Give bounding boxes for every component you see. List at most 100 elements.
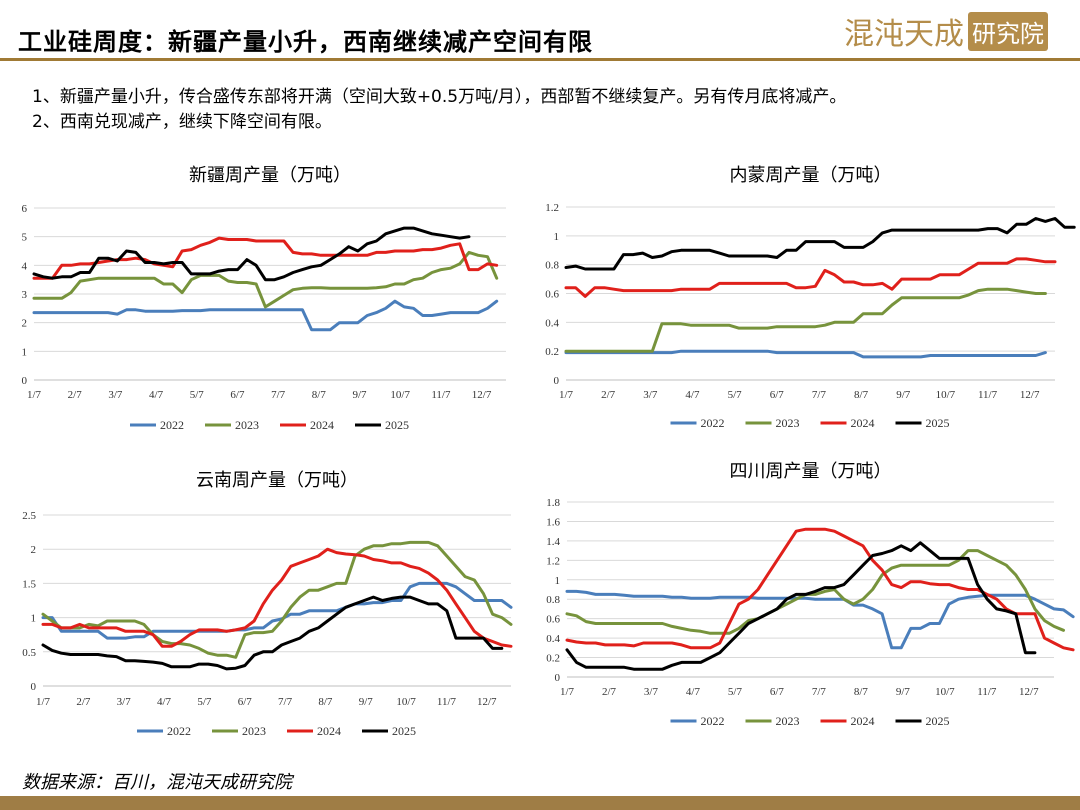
x-tick-label: 3/7 bbox=[108, 389, 123, 401]
legend-label-2025: 2025 bbox=[392, 724, 416, 738]
x-tick-label: 1/7 bbox=[559, 389, 574, 401]
x-tick-label: 8/7 bbox=[854, 389, 869, 401]
legend-label-2023: 2023 bbox=[776, 714, 800, 728]
x-tick-label: 7/7 bbox=[812, 389, 827, 401]
series-line-2022 bbox=[41, 581, 513, 640]
legend-label-2024: 2024 bbox=[851, 714, 875, 728]
y-tick-label: 1 bbox=[31, 613, 37, 625]
y-tick-label: 0 bbox=[555, 672, 561, 684]
y-tick-label: 0.6 bbox=[546, 614, 560, 626]
x-tick-label: 4/7 bbox=[149, 389, 164, 401]
x-tick-label: 3/7 bbox=[117, 696, 132, 708]
legend-label-2022: 2022 bbox=[167, 724, 191, 738]
y-tick-label: 0 bbox=[31, 681, 37, 693]
chart-title: 四川周产量（万吨） bbox=[730, 461, 892, 482]
x-tick-label: 12/7 bbox=[1020, 389, 1040, 401]
page-title: 工业硅周度：新疆产量小升，西南继续减产空间有限 bbox=[18, 28, 593, 56]
legend-label-2025: 2025 bbox=[926, 714, 950, 728]
legend-label-2022: 2022 bbox=[701, 416, 725, 430]
series-line-2025 bbox=[565, 541, 1037, 671]
x-tick-label: 10/7 bbox=[390, 389, 410, 401]
series-line-2022 bbox=[32, 299, 499, 332]
y-tick-label: 1 bbox=[555, 575, 561, 587]
footer-bar bbox=[0, 796, 1080, 810]
y-tick-label: 2 bbox=[31, 544, 37, 556]
y-tick-label: 4 bbox=[22, 260, 28, 272]
x-tick-label: 11/7 bbox=[978, 389, 998, 401]
y-tick-label: 1.2 bbox=[546, 555, 560, 567]
x-tick-label: 8/7 bbox=[312, 389, 327, 401]
y-tick-label: 1.8 bbox=[546, 497, 560, 509]
chart-title: 新疆周产量（万吨） bbox=[189, 165, 351, 186]
x-tick-label: 9/7 bbox=[352, 389, 367, 401]
note-line-2: 2、西南兑现减产，继续下降空间有限。 bbox=[32, 112, 332, 132]
x-tick-label: 2/7 bbox=[601, 389, 616, 401]
chart-neimeng: 内蒙周产量（万吨） 0 0.2 0.4 0.6 0.8 1 1.2 1/7 2/7 3/7 4/7 5/… bbox=[545, 165, 1076, 430]
x-tick-label: 2/7 bbox=[68, 389, 83, 401]
y-tick-label: 1.4 bbox=[546, 536, 560, 548]
x-tick-label: 11/7 bbox=[977, 686, 997, 698]
y-tick-label: 0.6 bbox=[545, 289, 559, 301]
series-line-2024 bbox=[41, 547, 513, 648]
legend-label-2025: 2025 bbox=[385, 418, 409, 432]
y-tick-label: 1 bbox=[554, 231, 560, 243]
x-tick-label: 8/7 bbox=[318, 696, 333, 708]
source-note: 数据来源：百川，混沌天成研究院 bbox=[22, 772, 292, 793]
x-tick-label: 7/7 bbox=[812, 686, 827, 698]
y-tick-label: 2 bbox=[22, 318, 28, 330]
legend-label-2023: 2023 bbox=[242, 724, 266, 738]
legend-label-2023: 2023 bbox=[235, 418, 259, 432]
y-tick-label: 2.5 bbox=[22, 510, 36, 522]
y-tick-label: 0.2 bbox=[545, 346, 559, 358]
chart-xinjiang: 新疆周产量（万吨） 0 1 2 3 4 5 6 1/7 2/7 3/7 4/7 5/7 6/7 7/7 8/7… bbox=[22, 165, 506, 432]
y-tick-label: 0.8 bbox=[546, 594, 560, 606]
series-line-2024 bbox=[565, 527, 1075, 652]
y-tick-label: 1.5 bbox=[22, 578, 36, 590]
x-tick-label: 4/7 bbox=[157, 696, 172, 708]
x-tick-label: 2/7 bbox=[76, 696, 91, 708]
series-line-2024 bbox=[564, 257, 1057, 298]
y-tick-label: 0.2 bbox=[546, 653, 560, 665]
series-line-2025 bbox=[564, 217, 1076, 271]
series-line-2023 bbox=[565, 549, 1065, 635]
y-tick-label: 1 bbox=[22, 346, 28, 358]
x-tick-label: 1/7 bbox=[27, 389, 42, 401]
chart-sichuan: 四川周产量（万吨） 0 0.2 0.4 0.6 0.8 1 1.2 1.4 1.6 1.8 1/7 2/… bbox=[546, 461, 1075, 728]
brand-logo-text: 混沌天成 bbox=[844, 17, 964, 52]
x-tick-label: 7/7 bbox=[271, 389, 286, 401]
x-tick-label: 11/7 bbox=[431, 389, 451, 401]
chart-title: 云南周产量（万吨） bbox=[196, 470, 358, 491]
y-tick-label: 3 bbox=[22, 289, 28, 301]
x-tick-label: 3/7 bbox=[644, 686, 659, 698]
series-line-2023 bbox=[564, 287, 1047, 353]
x-tick-label: 1/7 bbox=[560, 686, 575, 698]
chart-yunnan: 云南周产量（万吨） 0 0.5 1 1.5 2 2.5 1/7 2/7 3/7 4/7 5/7 6/7 7… bbox=[22, 470, 513, 738]
x-tick-label: 6/7 bbox=[770, 389, 785, 401]
header: 工业硅周度：新疆产量小升，西南继续减产空间有限 混沌天成 研究院 bbox=[0, 0, 1080, 70]
legend-label-2022: 2022 bbox=[701, 714, 725, 728]
x-tick-label: 5/7 bbox=[728, 389, 743, 401]
legend-label-2022: 2022 bbox=[160, 418, 184, 432]
x-tick-label: 9/7 bbox=[896, 686, 911, 698]
x-tick-label: 12/7 bbox=[477, 696, 497, 708]
y-tick-label: 0 bbox=[22, 375, 28, 387]
x-tick-label: 4/7 bbox=[686, 686, 701, 698]
x-tick-label: 8/7 bbox=[854, 686, 869, 698]
y-tick-label: 0 bbox=[554, 375, 560, 387]
y-tick-label: 5 bbox=[22, 232, 28, 244]
series-line-2023 bbox=[32, 250, 499, 309]
x-tick-label: 10/7 bbox=[396, 696, 416, 708]
x-tick-label: 2/7 bbox=[602, 686, 617, 698]
x-tick-label: 6/7 bbox=[238, 696, 253, 708]
x-tick-label: 5/7 bbox=[190, 389, 205, 401]
x-tick-label: 9/7 bbox=[896, 389, 911, 401]
y-tick-label: 0.8 bbox=[545, 260, 559, 272]
x-tick-label: 6/7 bbox=[230, 389, 245, 401]
series-line-2023 bbox=[41, 540, 513, 659]
x-tick-label: 1/7 bbox=[36, 696, 51, 708]
y-tick-label: 0.4 bbox=[546, 633, 560, 645]
x-tick-label: 4/7 bbox=[685, 389, 700, 401]
x-tick-label: 10/7 bbox=[935, 686, 955, 698]
x-tick-label: 7/7 bbox=[278, 696, 293, 708]
series-line-2025 bbox=[41, 595, 504, 671]
